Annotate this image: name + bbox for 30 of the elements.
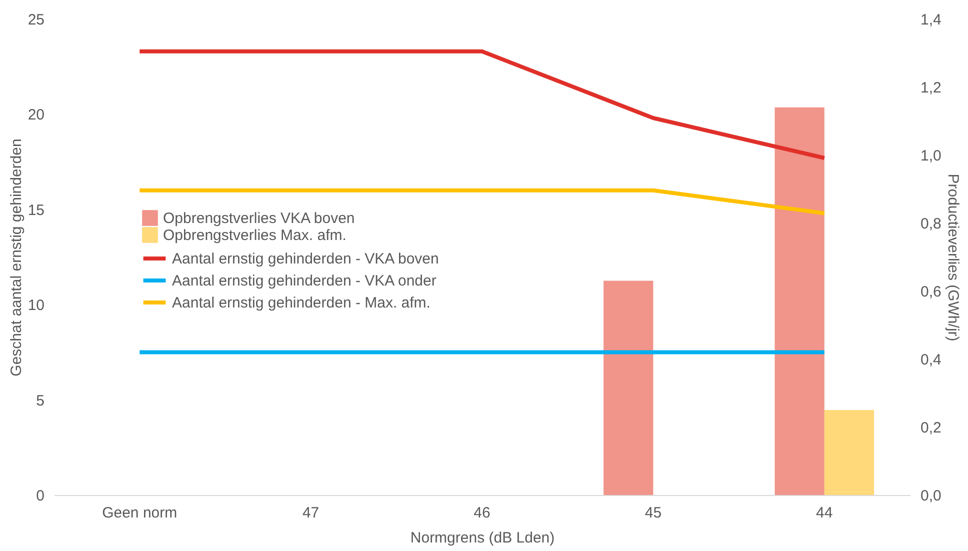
y-tick-label: 10 — [28, 297, 44, 314]
legend-label: Opbrengstverlies VKA boven — [163, 210, 355, 227]
legend-label: Aantal ernstig gehinderden - VKA onder — [172, 272, 436, 290]
y2-tick-label: 0,6 — [920, 284, 942, 300]
y2-axis-title: Productieverlies (GWh/jr) — [944, 174, 962, 342]
y-tick-label: 5 — [36, 392, 44, 410]
legend-label: Aantal ernstig gehinderden - VKA boven — [172, 250, 439, 268]
y2-tick-label: 1,0 — [920, 148, 942, 164]
y2-tick-label: 0,8 — [920, 216, 942, 232]
y2-tick-label: 0,0 — [920, 488, 942, 504]
x-tick-label: 45 — [644, 504, 662, 522]
y-tick-label: 25 — [28, 12, 44, 28]
y2-tick-label: 0,2 — [920, 420, 942, 436]
x-tick-label: Geen norm — [102, 504, 178, 522]
y2-tick-label: 1,4 — [920, 12, 942, 28]
legend-label: Opbrengstverlies Max. afm. — [163, 227, 346, 244]
y-tick-label: 20 — [28, 106, 44, 124]
x-tick-label: 46 — [474, 504, 490, 522]
y-axis-title: Geschat aantal ernstig gehinderden — [8, 138, 25, 376]
x-axis-title: Normgrens (dB Lden) — [410, 530, 555, 546]
bar — [604, 280, 654, 495]
bar — [774, 107, 824, 495]
legend-label: Aantal ernstig gehinderden - Max. afm. — [172, 294, 430, 312]
y-tick-label: 0 — [36, 488, 44, 504]
x-tick-label: 44 — [816, 504, 833, 522]
x-tick-label: 47 — [302, 504, 320, 522]
y2-tick-label: 0,4 — [920, 352, 942, 368]
y-tick-label: 15 — [28, 202, 44, 219]
bar — [824, 410, 874, 495]
y2-tick-label: 1,2 — [920, 80, 942, 96]
